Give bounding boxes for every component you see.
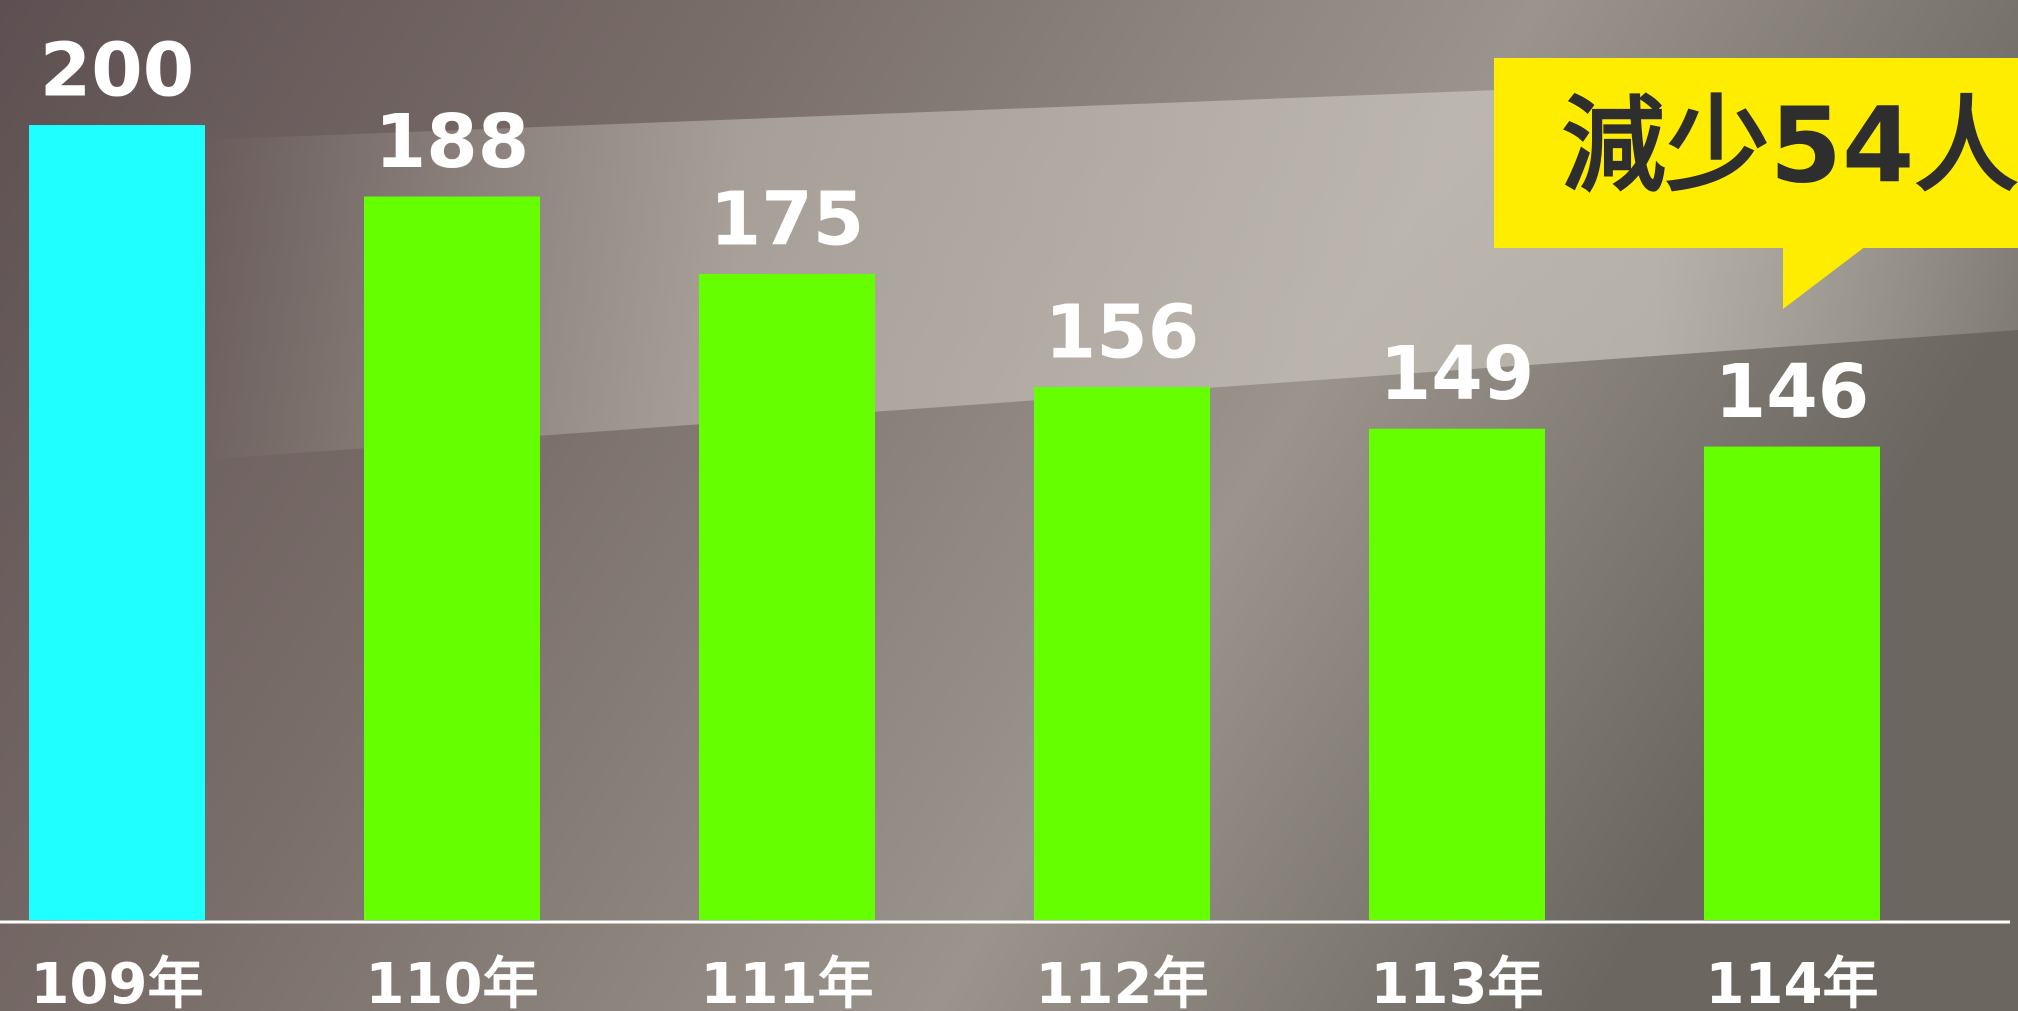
value-label: 200 xyxy=(40,28,194,114)
value-label: 188 xyxy=(375,99,529,185)
x-tick-label: 113年 xyxy=(1371,952,1544,1011)
bar xyxy=(1369,429,1545,920)
x-tick-label: 109年 xyxy=(31,952,204,1011)
x-tick-label: 114年 xyxy=(1706,952,1879,1011)
value-label: 149 xyxy=(1380,331,1534,417)
value-label: 156 xyxy=(1045,290,1199,376)
x-tick-label: 110年 xyxy=(366,952,539,1011)
bar xyxy=(699,274,875,920)
annotation: 減少54人 xyxy=(1562,84,2018,206)
value-label: 175 xyxy=(710,176,864,262)
value-label: 146 xyxy=(1715,349,1869,435)
chart: 200 109年 188 110年 175 111年 156 112年 149 113年 146 11… xyxy=(0,0,2018,1011)
x-tick-label: 111年 xyxy=(701,952,874,1011)
bar xyxy=(1704,447,1880,920)
bar xyxy=(29,125,205,920)
x-tick-label: 112年 xyxy=(1036,952,1209,1011)
bar xyxy=(364,197,540,920)
bar xyxy=(1034,387,1210,920)
